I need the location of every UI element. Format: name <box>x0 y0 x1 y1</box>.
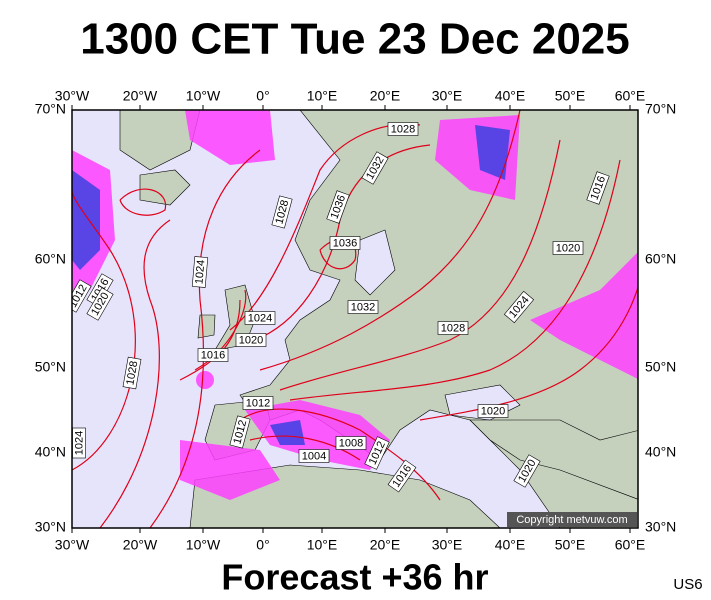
map-frame <box>71 109 639 529</box>
lon-label: 10°E <box>307 537 338 553</box>
lon-label: 10°W <box>186 88 221 104</box>
heavy-precipitation <box>72 125 510 445</box>
isobar-label-text: 1024 <box>193 259 207 284</box>
lon-label: 50°E <box>555 537 586 553</box>
isobar-label-text: 1028 <box>124 360 140 386</box>
isobar-label-box <box>229 415 251 449</box>
isobar-label-text: 1028 <box>391 123 415 135</box>
isobar-label-box <box>197 348 229 362</box>
copyright: Copyright metvuw.com <box>516 514 627 526</box>
isobar-label-text: 1028 <box>441 322 465 334</box>
isobar-label-box <box>477 404 509 418</box>
lon-label: 30°E <box>432 537 463 553</box>
forecast-label: Forecast +36 hr <box>221 557 488 598</box>
lon-label: 0° <box>256 88 269 104</box>
isobar-label-text: 1020 <box>556 242 580 254</box>
isobar-label-text: 1036 <box>333 237 357 249</box>
isobar-label-box <box>298 449 330 463</box>
lon-label: 40°E <box>495 88 526 104</box>
isobar-label-text: 1020 <box>481 405 505 417</box>
isobar-label: 1032 <box>347 300 379 314</box>
isobar-label-box <box>242 396 274 410</box>
isobar-label-text: 1008 <box>339 437 363 449</box>
isobar-label-box <box>364 436 390 470</box>
isobar-label: 1008 <box>335 436 367 450</box>
isobar-label: 1028 <box>437 321 469 335</box>
lon-label: 10°E <box>307 88 338 104</box>
title: 1300 CET Tue 23 Dec 2025 <box>80 15 630 64</box>
isobar-label: 1020 <box>477 404 509 418</box>
lon-label: 40°E <box>495 537 526 553</box>
lat-label: 60°N <box>645 251 676 267</box>
isobar-label-box <box>387 459 417 493</box>
lon-label: 20°W <box>123 88 158 104</box>
isobar-label: 1024 <box>72 427 86 459</box>
lat-label: 70°N <box>645 101 676 117</box>
isobar-label-text: 1032 <box>351 301 375 313</box>
isobar-label-box <box>503 290 535 324</box>
isobar-label-box <box>235 333 267 347</box>
isobar-label-box <box>347 300 379 314</box>
isobar-label: 1020 <box>552 241 584 255</box>
isobar-label-box <box>271 195 293 229</box>
lon-label: 20°E <box>370 537 401 553</box>
isobar-label-box <box>329 236 361 250</box>
lon-label: 50°E <box>555 88 586 104</box>
lon-label: 20°E <box>370 88 401 104</box>
isobar-label-box <box>122 356 142 390</box>
isobar-label: 1016 <box>197 348 229 362</box>
map: 1028103210361036102810241012101610201024… <box>72 110 638 528</box>
model-code: US6 <box>673 576 702 593</box>
isobar-label: 1004 <box>298 449 330 463</box>
isobar-label-box <box>335 436 367 450</box>
lat-label: 30°N <box>645 519 676 535</box>
isobar-label-box <box>552 241 584 255</box>
isobar-label-box <box>513 454 541 488</box>
isobar-label: 1028 <box>271 195 293 229</box>
isobar-label: 1024 <box>191 256 209 288</box>
isobar-label: 1024 <box>244 311 276 325</box>
isobar-label-text: 1012 <box>246 397 270 409</box>
lon-label: 0° <box>256 537 269 553</box>
lon-label: 60°E <box>615 88 646 104</box>
isobar-label-box <box>361 151 389 185</box>
lon-label: 10°W <box>186 537 221 553</box>
isobar-label-box <box>387 122 419 136</box>
isobar-label: 1012 <box>242 396 274 410</box>
lat-label: 50°N <box>645 359 676 375</box>
lon-label: 60°E <box>615 537 646 553</box>
lat-label: 50°N <box>35 359 66 375</box>
isobar-label-box <box>437 321 469 335</box>
isobar-label: 1028 <box>387 122 419 136</box>
isobar-label-text: 1016 <box>201 349 225 361</box>
lon-label: 30°W <box>55 537 90 553</box>
isobar-label-text: 1004 <box>302 450 326 462</box>
isobar-label-text: 1020 <box>239 334 263 346</box>
isobar-label-box <box>86 287 114 321</box>
lon-label: 30°W <box>55 88 90 104</box>
isobar-label-box <box>586 171 610 205</box>
isobar-label-text: 1024 <box>248 312 272 324</box>
lon-label: 30°E <box>432 88 463 104</box>
isobar-label-text: 1024 <box>73 431 85 455</box>
copyright-box <box>507 512 637 527</box>
lat-label: 60°N <box>35 251 66 267</box>
isobar-label-box <box>244 311 276 325</box>
lon-label: 20°W <box>123 537 158 553</box>
lat-label: 30°N <box>35 519 66 535</box>
isobar-label-box <box>326 190 350 224</box>
lat-label: 40°N <box>35 444 66 460</box>
isobar-label: 1012 <box>229 415 251 449</box>
lat-label: 40°N <box>645 444 676 460</box>
isobar-label-box <box>191 256 209 288</box>
lat-label: 70°N <box>35 101 66 117</box>
isobar-label: 1028 <box>122 356 142 390</box>
graticule-labels: 30°W 30°W 20°W 20°W 10°W 10°W 0° 0° 10°E 10°E 20°E… <box>35 88 677 553</box>
isobar-label: 1020 <box>235 333 267 347</box>
isobar-label: 1036 <box>329 236 361 250</box>
